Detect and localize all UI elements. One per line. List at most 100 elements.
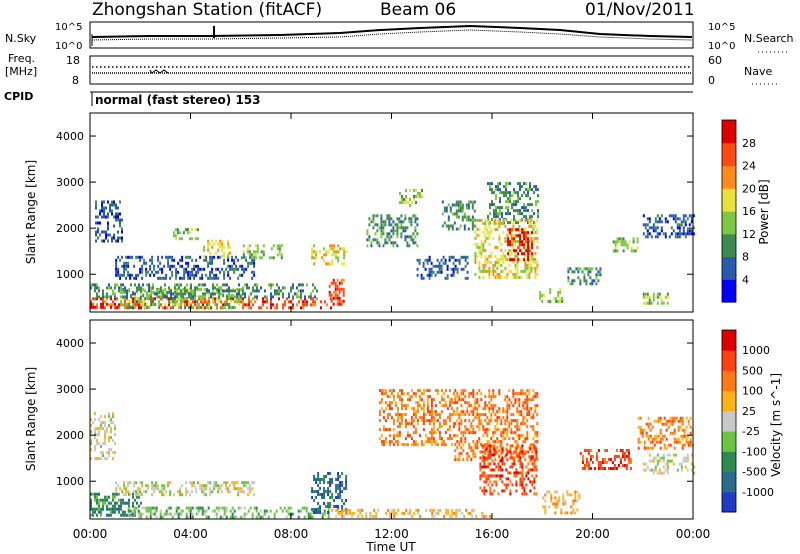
heatmap-cell — [511, 456, 514, 460]
heatmap-cell — [646, 292, 649, 296]
heatmap-cell — [121, 273, 124, 277]
heatmap-cell — [483, 459, 486, 463]
heatmap-cell — [516, 398, 519, 402]
heatmap-cell — [520, 452, 523, 456]
heatmap-cell — [102, 501, 104, 505]
heatmap-cell — [548, 490, 551, 494]
heatmap-cell — [627, 461, 630, 464]
heatmap-cell — [525, 492, 528, 496]
heatmap-cell — [659, 416, 662, 420]
heatmap-cell — [197, 506, 200, 510]
heatmap-cell — [106, 498, 108, 502]
heatmap-cell — [521, 212, 523, 216]
heatmap-cell — [248, 303, 250, 307]
heatmap-cell — [330, 296, 333, 300]
heatmap-cell — [173, 258, 176, 262]
heatmap-cell — [686, 459, 689, 463]
heatmap-cell — [664, 462, 667, 466]
heatmap-cell — [672, 214, 675, 218]
heatmap-cell — [197, 270, 200, 274]
heatmap-cell — [660, 301, 663, 305]
heatmap-cell — [228, 289, 230, 293]
heatmap-cell — [682, 217, 685, 221]
heatmap-cell — [486, 434, 489, 438]
heatmap-cell — [152, 291, 155, 294]
heatmap-cell — [103, 209, 105, 213]
freq-panel-frame — [89, 55, 694, 85]
heatmap-cell — [184, 297, 187, 300]
heatmap-cell — [475, 514, 478, 518]
heatmap-cell — [205, 487, 208, 491]
heatmap-cell — [490, 251, 493, 255]
heatmap-cell — [585, 461, 588, 464]
heatmap-cell — [337, 478, 340, 481]
freq-unit-label: [MHz] — [5, 65, 37, 78]
nsky-label: N.Sky — [5, 32, 37, 45]
heatmap-cell — [557, 294, 560, 297]
heatmap-cell — [446, 428, 449, 432]
heatmap-cell — [219, 506, 222, 510]
heatmap-cell — [597, 467, 600, 470]
heatmap-cell — [440, 267, 443, 271]
heatmap-cell — [115, 490, 118, 494]
heatmap-cell — [90, 513, 92, 517]
heatmap-cell — [524, 416, 527, 420]
heatmap-cell — [464, 401, 467, 405]
heatmap-cell — [392, 419, 395, 423]
heatmap-cell — [349, 508, 352, 512]
heatmap-cell — [374, 238, 377, 242]
heatmap-cell — [434, 264, 437, 268]
heatmap-cell — [119, 276, 122, 280]
heatmap-cell — [512, 452, 515, 456]
heatmap-cell — [512, 431, 515, 435]
colorbar-segment — [722, 410, 736, 432]
heatmap-cell — [537, 200, 539, 204]
heatmap-cell — [124, 501, 126, 505]
heatmap-cell — [417, 508, 420, 512]
heatmap-cell — [323, 478, 326, 481]
heatmap-cell — [559, 300, 562, 303]
heatmap-cell — [95, 203, 97, 207]
heatmap-cell — [165, 490, 168, 494]
heatmap-cell — [132, 303, 135, 306]
heatmap-cell — [426, 407, 429, 411]
heatmap-cell — [500, 434, 503, 438]
heatmap-cell — [152, 300, 155, 303]
heatmap-cell — [400, 419, 403, 423]
heatmap-cell — [517, 209, 519, 213]
heatmap-cell — [241, 264, 244, 268]
heatmap-cell — [107, 233, 109, 237]
heatmap-cell — [428, 273, 431, 277]
heatmap-cell — [688, 223, 691, 227]
heatmap-cell — [183, 273, 186, 277]
heatmap-cell — [521, 480, 524, 484]
heatmap-cell — [341, 511, 344, 515]
heatmap-cell — [335, 514, 338, 518]
heatmap-cell — [550, 499, 553, 503]
heatmap-cell — [513, 218, 515, 222]
heatmap-cell — [270, 297, 272, 301]
heatmap-cell — [118, 289, 120, 293]
heatmap-cell — [292, 297, 294, 301]
heatmap-cell — [96, 297, 98, 301]
heatmap-cell — [647, 422, 650, 426]
heatmap-cell — [138, 303, 140, 307]
heatmap-cell — [203, 493, 206, 497]
heatmap-cell — [603, 458, 606, 461]
heatmap-cell — [260, 286, 262, 290]
heatmap-cell — [194, 294, 197, 297]
heatmap-cell — [437, 511, 440, 515]
heatmap-cell — [335, 250, 338, 254]
heatmap-cell — [402, 229, 405, 233]
heatmap-cell — [268, 283, 270, 287]
heatmap-cell — [132, 501, 134, 505]
heatmap-cell — [525, 465, 528, 469]
heatmap-cell — [662, 471, 665, 475]
heatmap-cell — [136, 501, 138, 505]
heatmap-cell — [507, 206, 509, 210]
heatmap-cell — [514, 425, 517, 429]
heatmap-cell — [599, 267, 602, 271]
heatmap-cell — [467, 206, 470, 210]
heatmap-cell — [446, 416, 449, 420]
heatmap-cell — [215, 276, 218, 280]
